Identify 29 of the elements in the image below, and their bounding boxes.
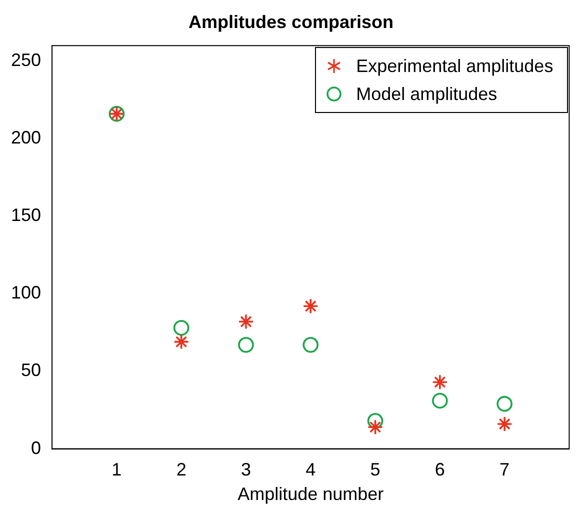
x-tick-label: 2 [176, 460, 186, 480]
point [238, 337, 254, 353]
y-tick-label: 200 [10, 128, 42, 148]
chart-title: Amplitudes comparison [188, 12, 394, 32]
x-tick-label: 3 [240, 460, 251, 480]
x-tick-label: 4 [306, 460, 316, 480]
point [302, 298, 319, 314]
point [173, 334, 190, 350]
point [496, 396, 512, 412]
x-tick-label: 1 [112, 460, 122, 480]
point [302, 337, 319, 353]
point [432, 392, 448, 409]
legend-label: Experimental amplitudes [356, 54, 554, 78]
y-tick-label: 250 [10, 50, 42, 70]
x-tick-label: 6 [434, 460, 445, 480]
point [173, 320, 190, 336]
y-tick-label: 0 [31, 438, 42, 458]
legend-label: Model amplitudes [356, 82, 498, 106]
point [238, 314, 254, 330]
y-tick-label: 150 [10, 205, 42, 226]
y-tick-label: 100 [10, 282, 42, 303]
point [496, 416, 512, 432]
point [367, 412, 384, 429]
x-tick-label: 7 [500, 460, 510, 480]
point [432, 374, 448, 390]
point [367, 419, 384, 435]
x-axis-title: Amplitude number [238, 484, 384, 504]
y-tick-label: 50 [21, 360, 42, 380]
x-tick-label: 5 [370, 460, 380, 480]
